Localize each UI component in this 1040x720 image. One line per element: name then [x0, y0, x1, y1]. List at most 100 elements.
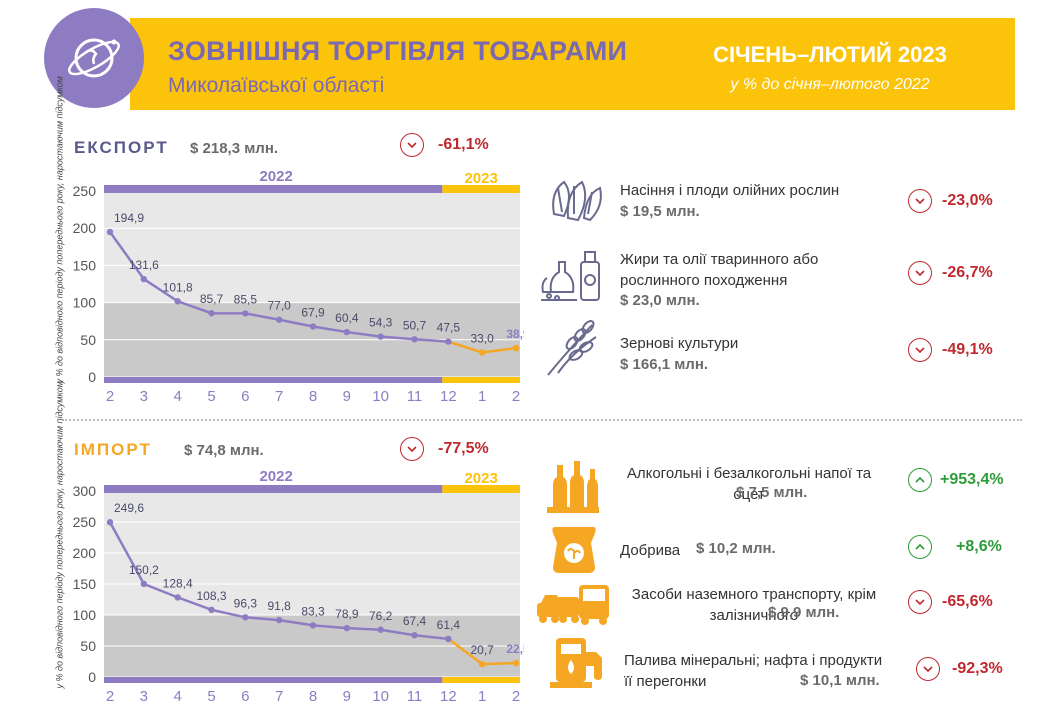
x-tick-label: 12	[440, 688, 457, 705]
import-item-change: -92,3%	[952, 660, 1003, 677]
x-tick-label: 2	[512, 688, 520, 705]
data-label: 131,6	[129, 258, 159, 272]
year-bar-2022-top	[104, 485, 443, 493]
period-note: у % до січня–лютого 2022	[730, 76, 930, 93]
export-item-name: Жири та олії тваринного або рослинного п…	[620, 251, 819, 289]
data-label: 54,3	[369, 316, 393, 330]
data-label: 249,6	[114, 501, 144, 515]
data-point	[377, 626, 384, 633]
page-subtitle: Миколаївської області	[168, 74, 385, 97]
data-label: 83,3	[301, 604, 325, 618]
x-tick-label: 6	[241, 688, 249, 705]
trend-up-icon	[908, 535, 932, 559]
data-label: 85,5	[234, 292, 258, 306]
trend-down-icon	[916, 657, 940, 681]
data-point	[309, 323, 317, 330]
data-point	[242, 614, 249, 621]
import-y-axis-label-wrap: у % до відповідного періоду попереднього…	[48, 381, 72, 695]
data-point	[208, 606, 215, 614]
x-tick-label: 4	[173, 688, 181, 705]
trend-down-icon	[908, 590, 932, 614]
year-label-2023: 2023	[464, 170, 497, 187]
section-divider	[62, 419, 1022, 421]
trend-down-icon	[908, 261, 932, 285]
import-item-name: Алкогольні і безалкогольні напої та оцет	[626, 465, 872, 503]
data-label: 61,4	[437, 618, 461, 632]
data-point	[411, 336, 418, 343]
trend-down-icon	[400, 133, 424, 157]
y-tick-label: 150	[73, 257, 97, 273]
data-label: 96,3	[234, 596, 258, 610]
data-label: 38,9	[506, 327, 524, 341]
data-point	[411, 632, 418, 639]
export-item-change: -49,1%	[942, 341, 993, 358]
data-point	[343, 328, 351, 336]
data-point	[242, 310, 249, 317]
data-point	[174, 298, 181, 305]
export-y-axis-label-wrap: у % до відповідного періоду попереднього…	[48, 76, 72, 390]
year-bar-2022-top	[104, 185, 443, 193]
header-band	[130, 18, 1015, 110]
sunflower-seeds-icon	[544, 172, 608, 228]
data-label: 101,8	[163, 280, 193, 294]
y-tick-label: 300	[73, 483, 97, 499]
data-label: 85,7	[200, 292, 224, 306]
x-tick-label: 3	[140, 688, 148, 705]
import-item-name: Засоби наземного транспорту, крім залізн…	[631, 586, 877, 624]
x-tick-label: 2	[512, 388, 520, 405]
import-item-value: $ 9,9 млн.	[768, 604, 840, 621]
data-label: 91,8	[267, 599, 291, 613]
data-label: 22,5	[506, 642, 524, 656]
data-label: 78,9	[335, 607, 359, 621]
x-tick-label: 8	[309, 688, 317, 705]
y-tick-label: 200	[73, 220, 97, 236]
x-tick-label: 12	[440, 388, 457, 405]
x-tick-label: 4	[173, 388, 181, 405]
import-item-change: +8,6%	[956, 538, 1002, 555]
export-item-value: $ 23,0 млн.	[620, 292, 700, 309]
wheat-icon	[540, 314, 606, 380]
x-tick-label: 7	[275, 688, 283, 705]
export-item-change: -26,7%	[942, 264, 993, 281]
vehicles-icon	[534, 580, 612, 628]
import-total-value: $ 74,8 млн.	[184, 442, 264, 459]
data-label: 60,4	[335, 311, 359, 325]
export-item-value: $ 19,5 млн.	[620, 203, 700, 220]
trend-up-icon	[908, 468, 932, 492]
y-tick-label: 250	[73, 183, 97, 199]
x-tick-label: 1	[478, 688, 486, 705]
data-label: 67,4	[403, 614, 427, 628]
x-tick-label: 6	[241, 388, 249, 405]
data-point	[106, 519, 114, 526]
y-tick-label: 150	[73, 576, 97, 592]
x-tick-label: 9	[343, 688, 351, 705]
year-bar-2022-bottom	[104, 377, 443, 383]
x-tick-label: 11	[407, 388, 423, 405]
import-item-value: $ 10,2 млн.	[696, 540, 776, 557]
import-label: ІМПОРТ	[74, 440, 152, 459]
fuel-pump-icon	[546, 634, 612, 690]
data-point	[343, 624, 351, 632]
y-tick-label: 50	[80, 332, 96, 348]
y-tick-label: 0	[88, 669, 96, 685]
import-item-change: +953,4%	[940, 471, 1004, 488]
data-label: 77,0	[267, 299, 291, 313]
year-label-2022: 2022	[259, 468, 292, 485]
globe-logo-icon	[44, 8, 144, 108]
trend-down-icon	[908, 189, 932, 213]
year-label-2022: 2022	[259, 168, 292, 185]
year-bar-2023-top	[442, 185, 520, 193]
trend-down-icon	[908, 338, 932, 362]
data-label: 67,9	[301, 305, 325, 319]
oil-bottles-icon	[536, 248, 608, 306]
data-label: 108,3	[196, 589, 226, 603]
import-item-value: $ 7,5 млн.	[736, 484, 808, 501]
data-point	[275, 316, 283, 323]
export-change: -61,1%	[438, 136, 489, 153]
import-item-name: Палива мінеральні; нафта і продукти її п…	[624, 652, 883, 690]
trend-down-icon	[400, 437, 424, 461]
data-point	[512, 659, 520, 667]
x-tick-label: 2	[106, 388, 114, 405]
